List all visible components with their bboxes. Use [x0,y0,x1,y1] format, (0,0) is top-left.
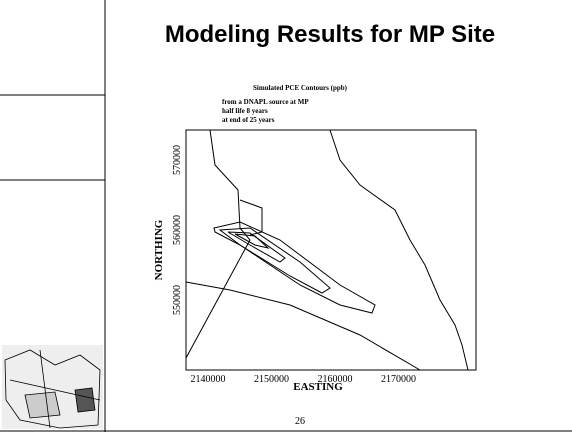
contours [185,129,469,371]
plot-title: Simulated PCE Contours (ppb) [253,84,348,92]
page-number: 26 [295,416,305,427]
y-tick-label: 560000 [172,215,183,245]
plot-note: half life 8 years [222,107,268,115]
plot-frame [185,129,477,371]
inset-map [2,345,103,429]
x-axis-label: EASTING [293,381,343,393]
plot-note: from a DNAPL source at MP [222,98,309,106]
x-tick-label: 2160000 [318,374,353,385]
slide-title: Modeling Results for MP Site [165,21,495,48]
y-tick-label: 570000 [172,145,183,175]
x-tick-label: 2150000 [254,374,289,385]
y-tick-label: 550000 [172,285,183,315]
y-axis-label: NORTHING [153,219,165,280]
y-ticks: 570000 560000 550000 [172,145,183,315]
x-tick-label: 2170000 [381,374,416,385]
plot-note: at end of 25 years [222,116,275,124]
x-tick-label: 2140000 [191,374,226,385]
x-ticks: 2140000 2150000 2160000 2170000 [191,374,417,385]
